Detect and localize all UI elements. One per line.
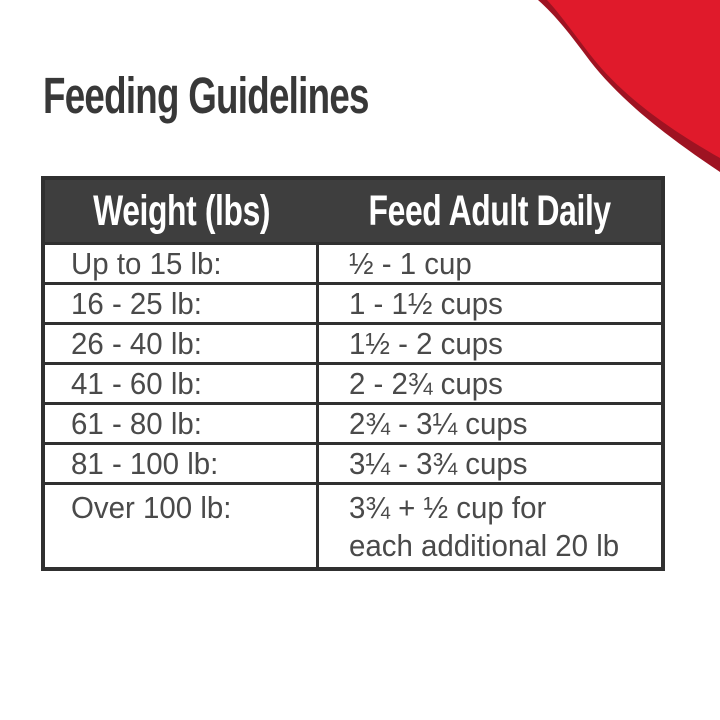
amount-cell: 2 - 2¾ cups	[319, 365, 661, 402]
weight-value: 16 - 25 lb:	[71, 285, 202, 321]
weight-cell: Up to 15 lb:	[45, 245, 319, 282]
column-header-weight: Weight (lbs)	[45, 180, 319, 242]
amount-value: 2¾ - 3¼ cups	[349, 405, 528, 441]
table-row: 41 - 60 lb: 2 - 2¾ cups	[45, 362, 661, 402]
table-row: Over 100 lb: 3¾ + ½ cup for each additio…	[45, 482, 661, 567]
column-header-amount: Feed Adult Daily	[319, 180, 661, 242]
amount-cell: 3¼ - 3¾ cups	[319, 445, 661, 482]
weight-cell: Over 100 lb:	[45, 485, 319, 567]
weight-cell: 81 - 100 lb:	[45, 445, 319, 482]
weight-cell: 61 - 80 lb:	[45, 405, 319, 442]
column-header-amount-label: Feed Adult Daily	[368, 186, 612, 235]
page-title-text: Feeding Guidelines	[43, 67, 369, 124]
weight-cell: 26 - 40 lb:	[45, 325, 319, 362]
table-row: Up to 15 lb: ½ - 1 cup	[45, 242, 661, 282]
amount-value: 3¾ + ½ cup for each additional 20 lb	[349, 490, 620, 563]
amount-cell: ½ - 1 cup	[319, 245, 661, 282]
amount-cell: 2¾ - 3¼ cups	[319, 405, 661, 442]
weight-value: Up to 15 lb:	[71, 245, 222, 281]
ribbon-shadow-swoosh	[538, 0, 720, 172]
weight-value: 41 - 60 lb:	[71, 365, 202, 401]
amount-value: ½ - 1 cup	[349, 245, 472, 281]
table-row: 26 - 40 lb: 1½ - 2 cups	[45, 322, 661, 362]
page-title: Feeding Guidelines	[43, 70, 495, 121]
weight-value: Over 100 lb:	[71, 490, 232, 525]
column-header-weight-label: Weight (lbs)	[93, 186, 271, 235]
table-header-row: Weight (lbs) Feed Adult Daily	[45, 180, 661, 242]
amount-cell: 1½ - 2 cups	[319, 325, 661, 362]
table-row: 81 - 100 lb: 3¼ - 3¾ cups	[45, 442, 661, 482]
table-row: 61 - 80 lb: 2¾ - 3¼ cups	[45, 402, 661, 442]
amount-value: 1½ - 2 cups	[349, 325, 503, 361]
feeding-table: Weight (lbs) Feed Adult Daily Up to 15 l…	[41, 176, 665, 571]
weight-cell: 41 - 60 lb:	[45, 365, 319, 402]
table-row: 16 - 25 lb: 1 - 1½ cups	[45, 282, 661, 322]
amount-value: 2 - 2¾ cups	[349, 365, 503, 401]
amount-value: 3¼ - 3¾ cups	[349, 445, 528, 481]
weight-value: 81 - 100 lb:	[71, 445, 219, 481]
amount-cell: 1 - 1½ cups	[319, 285, 661, 322]
ribbon-swoosh	[547, 0, 720, 158]
weight-value: 61 - 80 lb:	[71, 405, 202, 441]
weight-value: 26 - 40 lb:	[71, 325, 202, 361]
amount-value: 1 - 1½ cups	[349, 285, 503, 321]
weight-cell: 16 - 25 lb:	[45, 285, 319, 322]
amount-cell: 3¾ + ½ cup for each additional 20 lb	[319, 485, 661, 567]
